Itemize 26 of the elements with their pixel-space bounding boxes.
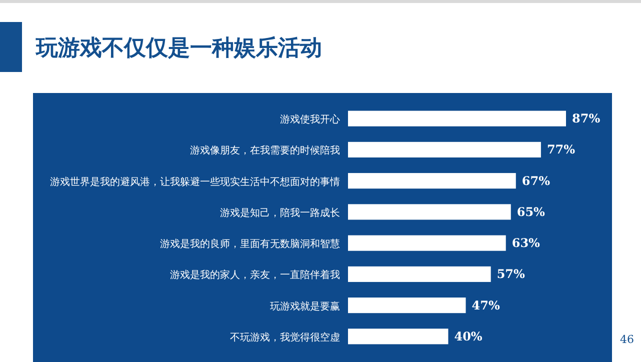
data-label: 47% <box>472 298 500 312</box>
data-label: 65% <box>516 204 546 219</box>
data-label: 63% <box>512 236 541 250</box>
bar <box>348 142 541 158</box>
bar <box>348 204 511 220</box>
y-tick-label: 不玩游戏，我觉得很空虚 <box>230 331 340 344</box>
data-label: 67% <box>522 174 551 188</box>
y-tick-label: 游戏使我开心 <box>280 114 340 126</box>
y-tick-label: 游戏世界是我的避风港，让我躲避一些现实生活中不想面对的事情 <box>50 176 340 188</box>
bar <box>348 328 448 344</box>
data-label: 77% <box>546 142 576 157</box>
bar <box>348 173 516 189</box>
data-label: 87% <box>572 112 601 126</box>
bar <box>348 235 506 251</box>
y-tick-label: 游戏是我的良师，里面有无数脑洞和智慧 <box>160 238 340 250</box>
bar <box>348 298 466 314</box>
y-tick-label: 玩游戏就是要赢 <box>270 300 340 312</box>
bar <box>348 266 491 282</box>
data-label: 57% <box>496 267 526 282</box>
y-tick-label: 游戏是我的家人，亲友，一直陪伴着我 <box>170 269 340 282</box>
chart-title: 玩游戏不仅仅是一种娱乐活动 <box>35 36 322 61</box>
y-tick-label: 游戏是知己，陪我一路成长 <box>220 206 340 219</box>
bar <box>348 110 566 126</box>
text: 46 <box>620 333 634 346</box>
y-tick-label: 游戏像朋友，在我需要的时候陪我 <box>190 144 340 157</box>
data-label: 40% <box>454 329 483 344</box>
